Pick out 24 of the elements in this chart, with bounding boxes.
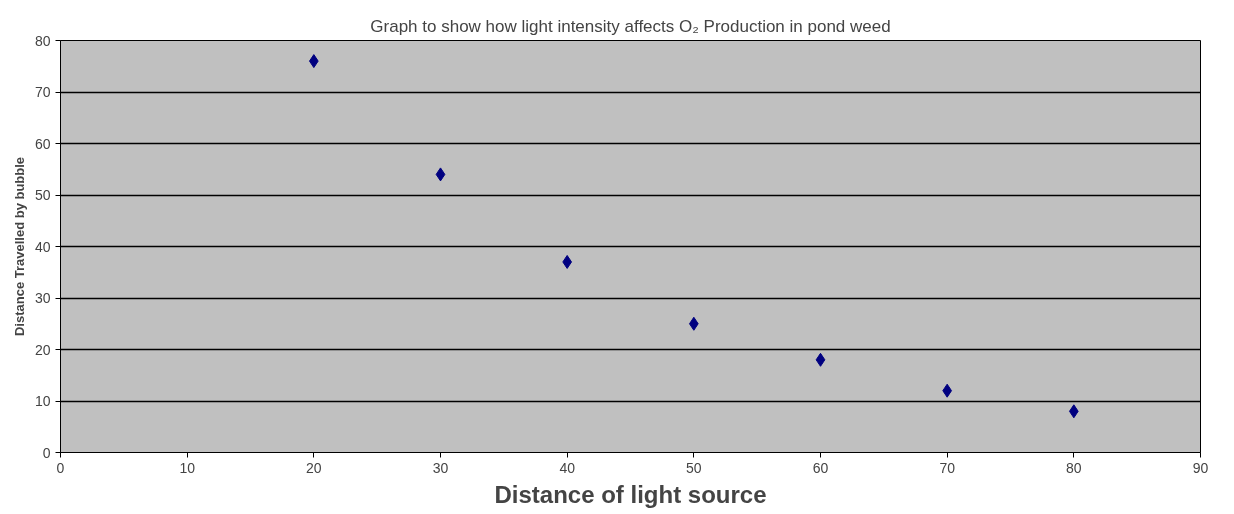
x-tick-label: 20 <box>306 459 322 476</box>
point <box>435 167 446 182</box>
x-axis-title: Distance of light source <box>494 480 767 508</box>
x-tick-label: 70 <box>939 459 956 476</box>
x-tick-label: 50 <box>686 459 702 476</box>
chart-title: Graph to show how light intensity affects O₂ Production in pond weed <box>370 16 891 36</box>
y-tick-label: 20 <box>34 341 51 358</box>
x-tick-label: 30 <box>432 459 449 476</box>
y-tick-label: 50 <box>34 187 51 203</box>
x-tick-label: 40 <box>559 459 576 476</box>
y-tick-label: 10 <box>34 393 51 409</box>
x-tick-label: 60 <box>812 459 829 476</box>
y-tick-label: 40 <box>34 238 51 255</box>
y-axis-title: Distance Travelled by bubble <box>11 156 27 337</box>
x-tick-label: 10 <box>179 459 196 476</box>
x-tick-label: 0 <box>56 459 65 476</box>
y-tick-label: 80 <box>34 32 51 49</box>
y-tick-label: 70 <box>34 84 51 100</box>
y-tick-label: 30 <box>34 290 51 306</box>
x-tick-label: 80 <box>1066 459 1082 476</box>
y-tick-label: 60 <box>34 135 51 152</box>
x-tick-label: 90 <box>1192 459 1209 476</box>
point <box>815 352 826 367</box>
y-tick-label: 0 <box>42 444 51 461</box>
